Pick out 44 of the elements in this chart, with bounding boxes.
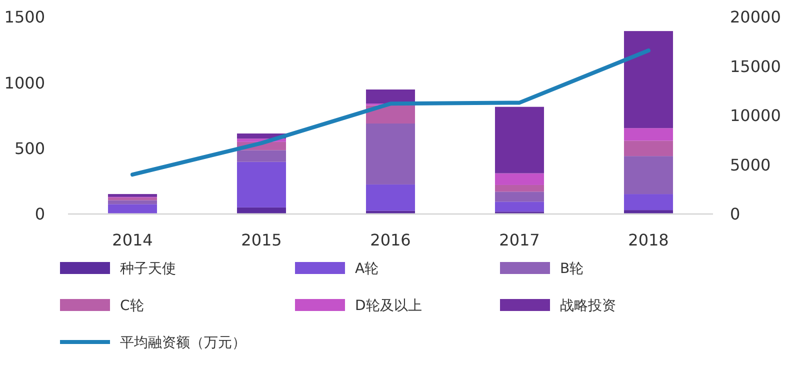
x-tick-label: 2015 [241,230,282,250]
bar [366,124,416,184]
legend-label: 平均融资额（万元） [120,334,246,351]
bar [236,162,286,208]
y-tick-label: 1000 [4,73,45,92]
y-tick-label: 0 [34,204,45,224]
bar [494,202,544,212]
y-tick-label: 1500 [4,8,45,27]
bar [624,194,674,210]
x-tick-label: 2018 [628,230,669,250]
y2-tick-label: 20000 [730,8,781,27]
bar [236,207,286,214]
bar [494,173,544,185]
y2-tick-label: 0 [730,204,740,224]
bar [624,128,674,141]
legend-label: 战略投资 [560,298,616,314]
bar [366,210,416,214]
bar [366,89,416,104]
bar [494,184,544,192]
y-tick-label: 500 [14,138,45,158]
legend-label: B轮 [560,260,584,277]
bar [108,200,158,204]
x-tick-label: 2014 [112,230,153,250]
bar [108,204,158,214]
bar [108,194,158,197]
legend-label: D轮及以上 [355,298,422,314]
bar [366,184,416,211]
bar [366,105,416,124]
bar [624,140,674,156]
bar [236,150,286,162]
bar [624,31,674,128]
legend-label: A轮 [355,260,379,277]
bar [494,192,544,202]
x-tick-label: 2016 [370,230,411,250]
y2-tick-label: 10000 [730,106,781,126]
y2-tick-label: 15000 [730,56,781,76]
legend-label: 种子天使 [120,260,176,277]
x-tick-label: 2017 [499,230,540,250]
bar [494,106,544,174]
legend-label: C轮 [120,298,144,314]
bar [108,198,158,200]
line-series [130,48,650,177]
bar [624,156,674,194]
y2-tick-label: 5000 [730,155,771,174]
